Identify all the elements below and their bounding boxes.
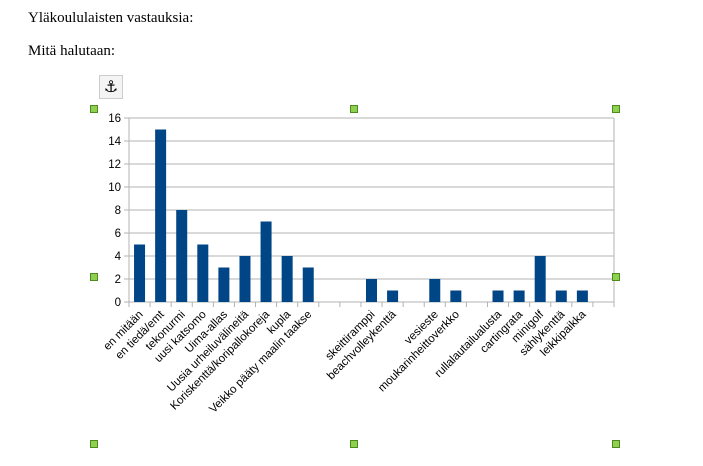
bar [513, 290, 525, 302]
bar [239, 256, 251, 302]
bar [534, 256, 546, 302]
y-tick-label: 16 [108, 113, 121, 125]
y-tick-label: 0 [115, 297, 121, 309]
selection-handle[interactable] [350, 105, 358, 113]
paragraph-subheading: Mitä halutaan: [28, 43, 116, 59]
bar [281, 256, 293, 302]
bar [302, 267, 314, 302]
bar [176, 210, 188, 302]
selection-handle[interactable] [350, 440, 358, 448]
bar [492, 290, 504, 302]
bar [218, 267, 230, 302]
selection-handle[interactable] [612, 105, 620, 113]
selection-handle[interactable] [612, 440, 620, 448]
bar [555, 290, 567, 302]
selection-handle[interactable] [90, 105, 98, 113]
selection-handle[interactable] [612, 273, 620, 281]
bar [429, 279, 441, 302]
y-tick-label: 12 [108, 159, 121, 171]
y-tick-label: 2 [115, 274, 121, 286]
bar [260, 221, 272, 302]
y-tick-label: 14 [108, 136, 121, 148]
selection-handle[interactable] [90, 273, 98, 281]
paragraph-heading: Yläkoululaisten vastauksia: [28, 10, 194, 26]
selection-handle[interactable] [90, 440, 98, 448]
y-tick-label: 4 [115, 251, 122, 263]
y-tick-label: 8 [115, 205, 121, 217]
bar [576, 290, 588, 302]
bar [366, 279, 377, 302]
y-tick-label: 10 [108, 182, 121, 194]
bar [134, 244, 146, 302]
bar [450, 290, 462, 302]
anchor-icon[interactable]: ⚓ [99, 75, 123, 99]
bar [387, 290, 399, 302]
y-tick-label: 6 [115, 228, 121, 240]
bar [197, 244, 209, 302]
bar [155, 129, 167, 302]
